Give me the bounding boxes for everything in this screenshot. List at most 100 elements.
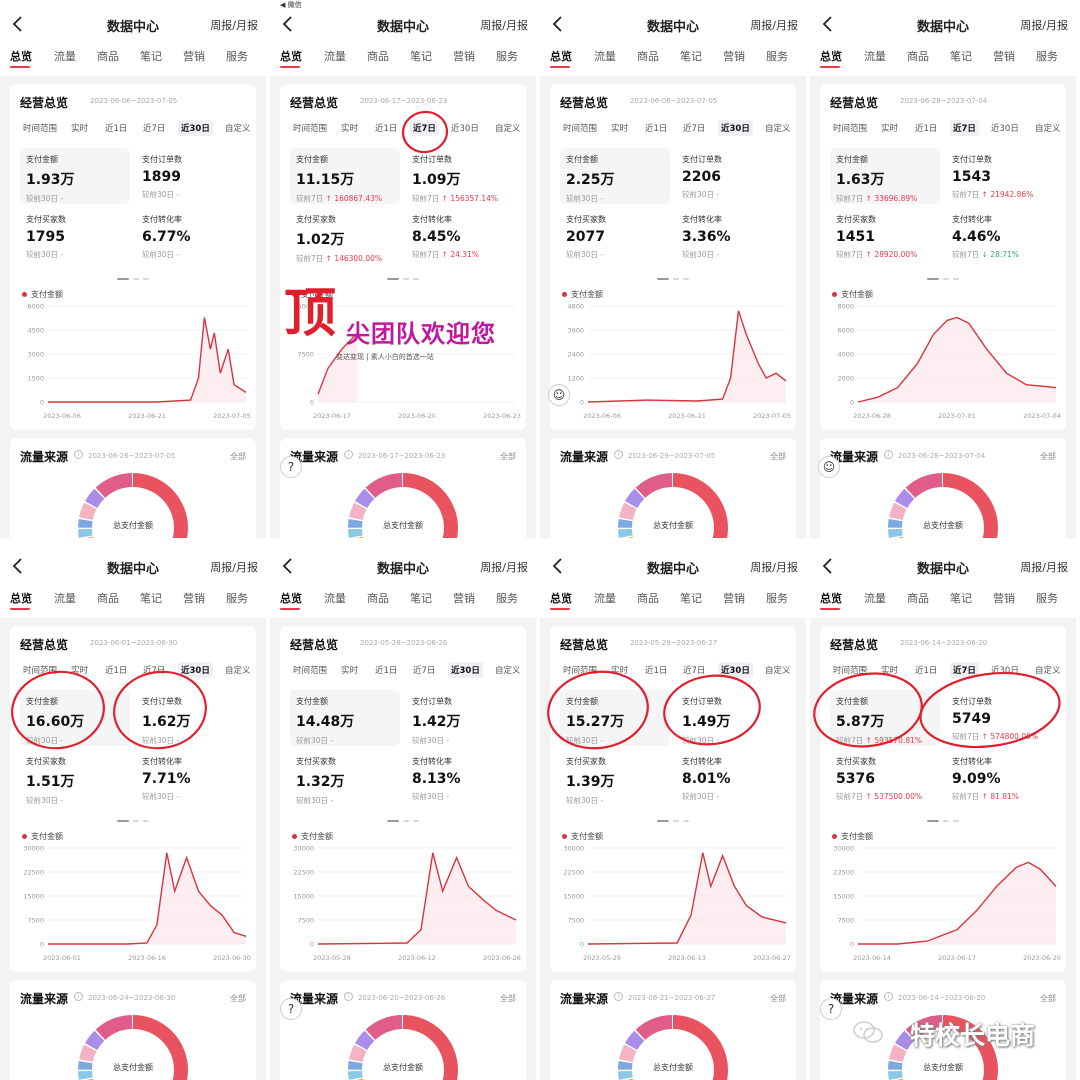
report-link[interactable]: 周报/月报: [210, 19, 258, 32]
tab-item[interactable]: 营销: [183, 592, 205, 605]
tab-item[interactable]: 流量: [594, 592, 616, 605]
tab-item[interactable]: 营销: [183, 50, 205, 63]
metric-tile[interactable]: 支付订单数 1.49万 较前30日 -: [676, 690, 786, 746]
report-link[interactable]: 周报/月报: [480, 561, 528, 574]
chat-icon[interactable]: ☺: [548, 384, 570, 406]
metric-tile[interactable]: 支付转化率 8.01% 较前30日 -: [676, 750, 786, 806]
tab-item[interactable]: 流量: [54, 50, 76, 63]
metric-tile[interactable]: 支付金额 5.87万 较前7日 ↑ 593570.81%: [830, 690, 940, 746]
tab-item[interactable]: 总览: [10, 50, 32, 63]
metric-tile[interactable]: 支付买家数 2077 较前30日 -: [560, 208, 670, 264]
view-all-link[interactable]: 全部: [230, 452, 246, 461]
time-chip[interactable]: 实时: [71, 666, 89, 676]
time-chip[interactable]: 近7日: [683, 666, 706, 676]
tab-item[interactable]: 服务: [226, 592, 248, 605]
info-icon[interactable]: i: [74, 450, 83, 459]
view-all-link[interactable]: 全部: [500, 452, 516, 461]
back-button[interactable]: [280, 13, 298, 35]
metric-tile[interactable]: 支付买家数 1.32万 较前30日 -: [290, 750, 400, 806]
tab-item[interactable]: 商品: [97, 50, 119, 63]
tab-item[interactable]: 流量: [864, 592, 886, 605]
time-chip[interactable]: 近7日: [413, 666, 436, 676]
tab-item[interactable]: 商品: [97, 592, 119, 605]
view-all-link[interactable]: 全部: [230, 994, 246, 1003]
tab-item[interactable]: 服务: [226, 50, 248, 63]
metric-tile[interactable]: 支付转化率 6.77% 较前30日 -: [136, 208, 246, 264]
time-chip[interactable]: 实时: [611, 666, 629, 676]
metric-tile[interactable]: 支付转化率 8.13% 较前30日 -: [406, 750, 516, 806]
tab-item[interactable]: 总览: [550, 50, 572, 63]
metric-tile[interactable]: 支付订单数 5749 较前7日 ↑ 574800.00%: [946, 690, 1056, 746]
metric-tile[interactable]: 支付买家数 5376 较前7日 ↑ 537500.00%: [830, 750, 940, 806]
report-link[interactable]: 周报/月报: [750, 561, 798, 574]
metric-tile[interactable]: 支付订单数 1543 较前7日 ↑ 21942.86%: [946, 148, 1056, 204]
tab-item[interactable]: 营销: [993, 50, 1015, 63]
time-chip[interactable]: 近30日: [991, 666, 1019, 676]
time-chip[interactable]: 实时: [341, 124, 359, 134]
help-icon[interactable]: ?: [280, 456, 302, 478]
tab-item[interactable]: 服务: [496, 50, 518, 63]
info-icon[interactable]: i: [884, 992, 893, 1001]
tab-item[interactable]: 流量: [54, 592, 76, 605]
info-icon[interactable]: i: [344, 992, 353, 1001]
tab-item[interactable]: 笔记: [950, 50, 972, 63]
time-chip[interactable]: 近1日: [375, 666, 398, 676]
metric-tile[interactable]: 支付买家数 1795 较前30日 -: [20, 208, 130, 264]
time-chip[interactable]: 近1日: [105, 666, 128, 676]
tab-item[interactable]: 总览: [280, 50, 302, 63]
back-button[interactable]: [10, 555, 28, 577]
time-chip[interactable]: 近1日: [375, 124, 398, 134]
back-button[interactable]: [820, 555, 838, 577]
time-chip[interactable]: 自定义: [495, 666, 521, 676]
back-button[interactable]: [550, 555, 568, 577]
time-chip[interactable]: 近30日: [451, 124, 479, 134]
tab-item[interactable]: 笔记: [950, 592, 972, 605]
back-button[interactable]: [280, 555, 298, 577]
metric-tile[interactable]: 支付金额 1.63万 较前7日 ↑ 33696.89%: [830, 148, 940, 204]
tab-item[interactable]: 营销: [723, 592, 745, 605]
view-all-link[interactable]: 全部: [770, 994, 786, 1003]
metric-tile[interactable]: 支付订单数 1.09万 较前7日 ↑ 156357.14%: [406, 148, 516, 204]
tab-item[interactable]: 服务: [766, 592, 788, 605]
tab-item[interactable]: 总览: [10, 592, 32, 605]
time-chip[interactable]: 近30日: [178, 120, 213, 136]
metric-tile[interactable]: 支付买家数 1.02万 较前7日 ↑ 146300.00%: [290, 208, 400, 264]
time-chip[interactable]: 自定义: [225, 124, 251, 134]
metric-tile[interactable]: 支付转化率 3.36% 较前30日 -: [676, 208, 786, 264]
time-chip[interactable]: 近7日: [950, 120, 979, 136]
tab-item[interactable]: 商品: [637, 50, 659, 63]
tab-item[interactable]: 流量: [594, 50, 616, 63]
time-chip[interactable]: 近30日: [718, 120, 753, 136]
help-icon[interactable]: ?: [820, 998, 842, 1020]
metric-tile[interactable]: 支付转化率 7.71% 较前30日 -: [136, 750, 246, 806]
time-chip[interactable]: 近30日: [718, 662, 753, 678]
tab-item[interactable]: 总览: [820, 50, 842, 63]
time-chip[interactable]: 自定义: [225, 666, 251, 676]
metric-tile[interactable]: 支付订单数 1.42万 较前30日 -: [406, 690, 516, 746]
metric-tile[interactable]: 支付金额 2.25万 较前30日 -: [560, 148, 670, 204]
tab-item[interactable]: 营销: [993, 592, 1015, 605]
time-chip[interactable]: 自定义: [765, 124, 791, 134]
tab-item[interactable]: 笔记: [140, 592, 162, 605]
report-link[interactable]: 周报/月报: [1020, 561, 1068, 574]
time-chip[interactable]: 近1日: [645, 666, 668, 676]
view-all-link[interactable]: 全部: [770, 452, 786, 461]
tab-item[interactable]: 服务: [1036, 50, 1058, 63]
time-chip[interactable]: 实时: [71, 124, 89, 134]
tab-item[interactable]: 商品: [367, 50, 389, 63]
metric-tile[interactable]: 支付转化率 9.09% 较前7日 ↑ 81.81%: [946, 750, 1056, 806]
tab-item[interactable]: 笔记: [410, 592, 432, 605]
report-link[interactable]: 周报/月报: [480, 19, 528, 32]
time-chip[interactable]: 近1日: [915, 666, 938, 676]
time-chip[interactable]: 实时: [341, 666, 359, 676]
time-chip[interactable]: 近1日: [915, 124, 938, 134]
tab-item[interactable]: 笔记: [680, 592, 702, 605]
tab-item[interactable]: 营销: [723, 50, 745, 63]
time-chip[interactable]: 自定义: [765, 666, 791, 676]
view-all-link[interactable]: 全部: [1040, 452, 1056, 461]
back-button[interactable]: [820, 13, 838, 35]
time-chip[interactable]: 自定义: [495, 124, 521, 134]
metric-tile[interactable]: 支付金额 1.93万 较前30日 -: [20, 148, 130, 204]
report-link[interactable]: 周报/月报: [750, 19, 798, 32]
tab-item[interactable]: 笔记: [410, 50, 432, 63]
